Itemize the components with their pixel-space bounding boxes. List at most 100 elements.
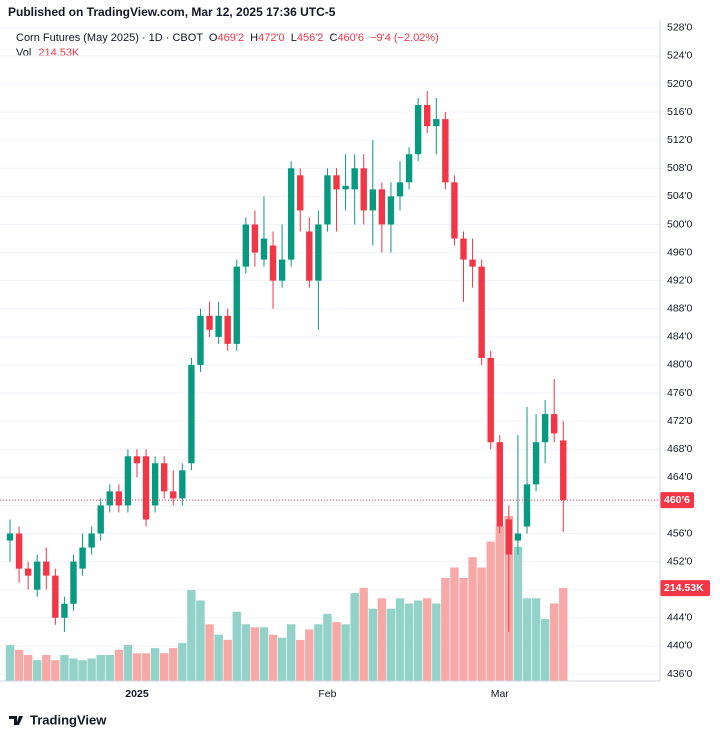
x-tick-label: 2025 bbox=[125, 688, 149, 700]
candle-body bbox=[70, 561, 77, 604]
volume-bar bbox=[332, 622, 341, 681]
volume-bar bbox=[105, 655, 114, 681]
candle-body bbox=[106, 491, 113, 506]
volume-bar bbox=[78, 660, 87, 681]
volume-bar bbox=[96, 655, 105, 681]
volume-bar bbox=[23, 655, 33, 681]
candle-body bbox=[496, 442, 503, 527]
volume-bar bbox=[450, 567, 459, 681]
candle-body bbox=[151, 463, 159, 506]
candle-body bbox=[523, 484, 531, 527]
volume-bar bbox=[69, 658, 78, 681]
candle-body bbox=[15, 533, 23, 569]
candle-body bbox=[6, 533, 14, 541]
candle-body bbox=[242, 224, 250, 267]
candle-body bbox=[414, 105, 422, 155]
published-note: Published on TradingView.com, Mar 12, 20… bbox=[8, 5, 336, 19]
volume-bar bbox=[123, 645, 133, 681]
volume-bar bbox=[404, 603, 414, 681]
candle-body bbox=[405, 154, 413, 183]
volume-bar bbox=[559, 588, 568, 681]
volume-bar bbox=[441, 577, 450, 681]
volume-bar bbox=[540, 619, 550, 681]
candle-body bbox=[97, 505, 104, 534]
y-tick-label: 440'0 bbox=[667, 640, 693, 652]
candle-body bbox=[88, 533, 95, 548]
candle-body bbox=[451, 182, 458, 239]
candle-body bbox=[369, 189, 376, 211]
candle-body bbox=[342, 185, 349, 190]
y-tick-label: 520'0 bbox=[667, 78, 693, 90]
y-tick-label: 464'0 bbox=[667, 471, 693, 483]
plot-area: 436'0440'0444'0448'0452'0456'0460'0464'0… bbox=[0, 22, 710, 700]
candle-body bbox=[541, 414, 549, 443]
candle-body bbox=[505, 519, 513, 555]
candle-body bbox=[251, 224, 259, 253]
y-tick-label: 484'0 bbox=[667, 331, 693, 343]
x-tick-label: Feb bbox=[318, 688, 336, 700]
volume-bar bbox=[286, 624, 296, 681]
y-tick-label: 512'0 bbox=[667, 134, 693, 146]
candle-body bbox=[160, 463, 168, 492]
field-key: C bbox=[329, 32, 337, 44]
last-price-tag bbox=[660, 492, 694, 509]
volume-bar bbox=[377, 598, 387, 681]
candle-body bbox=[215, 315, 222, 337]
logo: TradingView bbox=[9, 712, 107, 727]
volume-bar bbox=[196, 600, 205, 681]
volume-bar bbox=[51, 660, 60, 681]
volume-bar bbox=[259, 627, 269, 681]
candle-body bbox=[387, 196, 395, 225]
y-tick-label: 528'0 bbox=[667, 22, 693, 34]
candle-body bbox=[133, 456, 141, 464]
candle-body bbox=[287, 168, 295, 260]
volume-bar bbox=[413, 600, 423, 681]
field-value: 460'6 bbox=[337, 32, 364, 44]
candle-body bbox=[396, 182, 404, 197]
volume-bar bbox=[42, 655, 51, 681]
volume-bar bbox=[513, 546, 523, 681]
field-value: 456'2 bbox=[297, 32, 324, 44]
logo-icon bbox=[9, 716, 23, 725]
volume-bar bbox=[159, 653, 169, 681]
volume-bar bbox=[522, 598, 532, 681]
volume-bar bbox=[314, 624, 323, 681]
volume-bar bbox=[350, 593, 359, 681]
candle-body bbox=[551, 414, 558, 434]
volume-bar bbox=[477, 567, 486, 681]
y-tick-label: 452'0 bbox=[667, 555, 693, 567]
volume-bar bbox=[5, 645, 15, 681]
volume-bar bbox=[169, 648, 178, 681]
candle-body bbox=[297, 175, 304, 211]
candle-body bbox=[124, 456, 132, 506]
candle-body bbox=[43, 561, 50, 576]
volume-bar bbox=[178, 642, 187, 681]
y-tick-label: 472'0 bbox=[667, 415, 693, 427]
volume-bar bbox=[359, 587, 368, 681]
candle-body bbox=[52, 575, 59, 618]
volume-bar bbox=[386, 608, 396, 681]
candle-body bbox=[433, 119, 440, 127]
volume-bar bbox=[33, 660, 42, 681]
field-value: 469'2 bbox=[217, 32, 244, 44]
y-tick-label: 504'0 bbox=[667, 190, 693, 202]
y-tick-label: 468'0 bbox=[667, 443, 693, 455]
volume-bar bbox=[232, 611, 241, 681]
y-tick-label: 456'0 bbox=[667, 527, 693, 539]
candle-body bbox=[142, 456, 150, 520]
candle-body bbox=[351, 168, 358, 190]
volume-bar bbox=[432, 603, 441, 681]
legend-line: Corn Futures (May 2025) · 1D · CBOT O469… bbox=[16, 32, 439, 44]
volume-bar bbox=[87, 658, 96, 681]
y-tick-label: 492'0 bbox=[667, 274, 693, 286]
volume-bar bbox=[150, 648, 160, 681]
volume-bar bbox=[323, 613, 332, 681]
volume-bar bbox=[214, 634, 223, 681]
candle-body bbox=[360, 168, 367, 211]
volume-bar bbox=[468, 557, 477, 681]
volume-bar bbox=[341, 624, 350, 681]
y-tick-label: 516'0 bbox=[667, 106, 693, 118]
x-tick-label: Mar bbox=[491, 688, 510, 700]
volume-key: Vol bbox=[16, 47, 31, 59]
volume-legend: Vol 214.53K bbox=[16, 47, 80, 59]
